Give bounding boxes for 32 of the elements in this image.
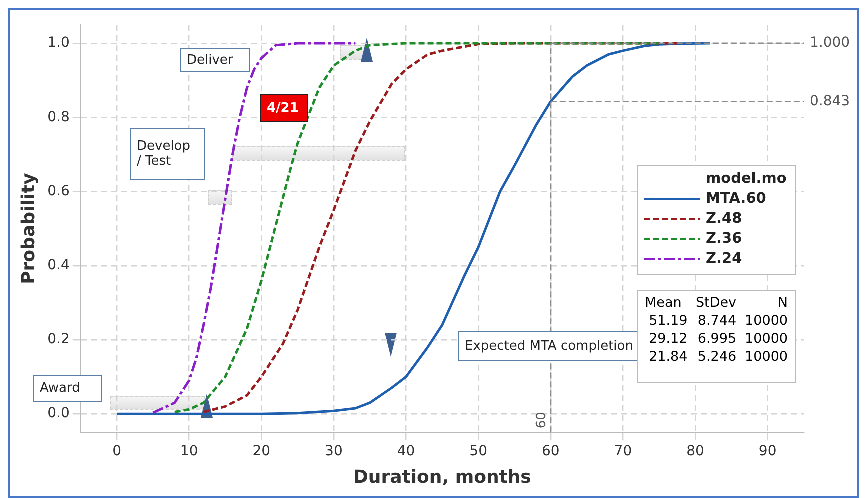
ref-line-label: 60 — [534, 412, 550, 429]
y-tick-label: 0.2 — [48, 332, 70, 348]
x-tick-label: 10 — [180, 444, 198, 460]
y-tick-label: 0.4 — [48, 257, 70, 274]
ref-line-label: 1.000 — [810, 35, 850, 52]
annotation: Deliver — [187, 52, 234, 68]
y-axis-title: Probability — [18, 172, 40, 284]
y-tick-label: 1.0 — [48, 35, 70, 52]
x-tick-label: 70 — [614, 444, 632, 460]
x-tick-label: 60 — [542, 444, 560, 460]
y-tick-label: 0.0 — [48, 406, 70, 422]
x-axis-title: Duration, months — [353, 466, 532, 488]
annotation: Develop / Test — [137, 139, 192, 169]
x-tick-label: 50 — [470, 444, 488, 460]
legend-label: Z.24 — [706, 251, 742, 267]
legend-label: Z.36 — [706, 231, 742, 247]
text: Mean StDev N 51.19 8.744 10000 29.12 6.995 10000 21.84 5.246 10000 — [645, 295, 788, 365]
x-tick-label: 90 — [758, 444, 777, 460]
text: Award — [40, 381, 82, 396]
legend-label: MTA.60 — [706, 191, 766, 207]
ref-line-label: 0.843 — [810, 93, 850, 110]
annotation: Expected MTA completion — [465, 338, 634, 354]
x-tick-label: 40 — [397, 444, 416, 460]
x-tick-label: 80 — [686, 444, 704, 460]
y-tick-label: 0.8 — [48, 109, 70, 126]
x-tick-label: 30 — [325, 444, 343, 460]
legend-label: Z.48 — [706, 211, 742, 227]
annotation: 4/21 — [267, 100, 300, 116]
x-tick-label: 20 — [252, 444, 271, 460]
x-tick-label: 0 — [112, 444, 122, 460]
y-tick-label: 0.6 — [48, 183, 70, 200]
legend-title: model.mo — [705, 171, 788, 187]
